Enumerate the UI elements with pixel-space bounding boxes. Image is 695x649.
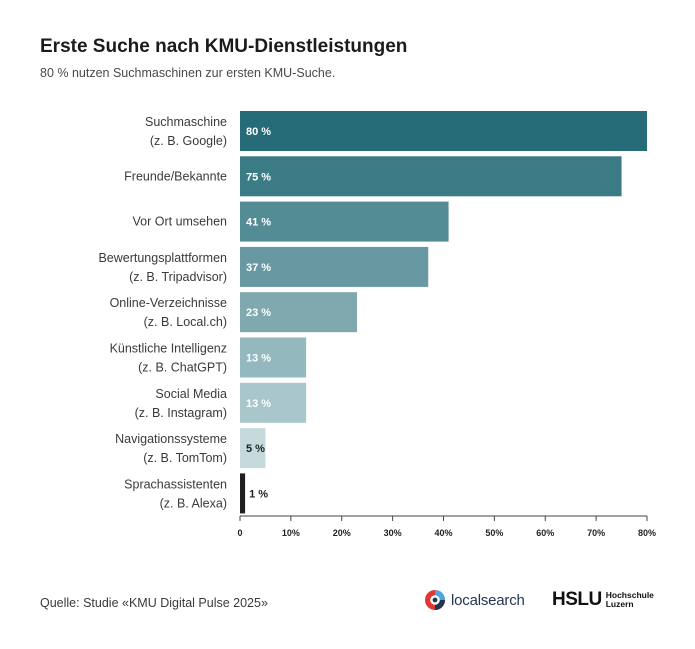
bar bbox=[240, 111, 647, 151]
bar bbox=[240, 292, 358, 333]
bar-value-label: 41 % bbox=[246, 217, 271, 229]
localsearch-logo-text: localsearch bbox=[451, 591, 525, 609]
chart-title: Erste Suche nach KMU-Dienstleistungen bbox=[40, 36, 408, 57]
category-label: Freunde/Bekannte bbox=[124, 169, 227, 183]
bar-value-label: 80 % bbox=[246, 126, 271, 138]
category-label: Suchmaschine bbox=[145, 115, 227, 129]
category-label: (z. B. Local.ch) bbox=[144, 315, 227, 329]
x-tick-label: 40% bbox=[434, 528, 452, 538]
x-tick-label: 10% bbox=[282, 528, 300, 538]
hslu-logo: HSLU Hochschule Luzern bbox=[552, 589, 654, 611]
bar bbox=[240, 201, 449, 242]
category-label: Sprachassistenten bbox=[124, 477, 227, 491]
x-tick-label: 50% bbox=[485, 528, 503, 538]
localsearch-logo: localsearch bbox=[424, 589, 525, 611]
hslu-logo-text: HSLU bbox=[552, 589, 602, 610]
x-tick-label: 60% bbox=[536, 528, 554, 538]
hslu-logo-sub1: Hochschule bbox=[605, 590, 654, 600]
bar-value-label: 13 % bbox=[246, 353, 271, 365]
bar bbox=[240, 156, 622, 197]
bar bbox=[240, 337, 307, 378]
chart-subtitle: 80 % nutzen Suchmaschinen zur ersten KMU… bbox=[40, 66, 336, 80]
bar bbox=[240, 382, 307, 423]
bar bbox=[240, 473, 246, 514]
category-label: Online-Verzeichnisse bbox=[110, 296, 227, 310]
category-label: (z. B. Instagram) bbox=[135, 406, 227, 420]
category-label: (z. B. Tripadvisor) bbox=[129, 270, 227, 284]
category-label: (z. B. ChatGPT) bbox=[138, 361, 227, 375]
category-label: Navigationssysteme bbox=[115, 432, 227, 446]
bar-value-label: 37 % bbox=[246, 262, 271, 274]
category-label: Social Media bbox=[155, 387, 227, 401]
bar-value-label: 13 % bbox=[246, 398, 271, 410]
hslu-logo-sub2: Luzern bbox=[605, 599, 634, 609]
bar-chart: 0 10% 20% 30% 40% 50% 60% 70% 80% 80 % Suchmaschin… bbox=[98, 111, 656, 538]
category-label: (z. B. Google) bbox=[150, 134, 227, 148]
x-tick-label: 30% bbox=[384, 528, 402, 538]
bar-value-label: 5 % bbox=[246, 443, 265, 455]
category-label: Bewertungsplattformen bbox=[98, 251, 227, 265]
category-label: Vor Ort umsehen bbox=[133, 215, 228, 229]
x-tick-label: 0 bbox=[237, 528, 242, 538]
bar-value-label: 1 % bbox=[249, 488, 268, 500]
category-label: Künstliche Intelligenz bbox=[110, 342, 227, 356]
category-label: (z. B. TomTom) bbox=[143, 451, 227, 465]
x-tick-label: 80% bbox=[638, 528, 656, 538]
source-note: Quelle: Studie «KMU Digital Pulse 2025» bbox=[40, 596, 268, 610]
x-tick-label: 70% bbox=[587, 528, 605, 538]
category-label: (z. B. Alexa) bbox=[160, 496, 227, 510]
bar bbox=[240, 246, 429, 287]
bar-value-label: 75 % bbox=[246, 171, 271, 183]
bar bbox=[240, 428, 266, 469]
localsearch-icon bbox=[425, 590, 445, 610]
x-tick-label: 20% bbox=[333, 528, 351, 538]
bar-value-label: 23 % bbox=[246, 307, 271, 319]
